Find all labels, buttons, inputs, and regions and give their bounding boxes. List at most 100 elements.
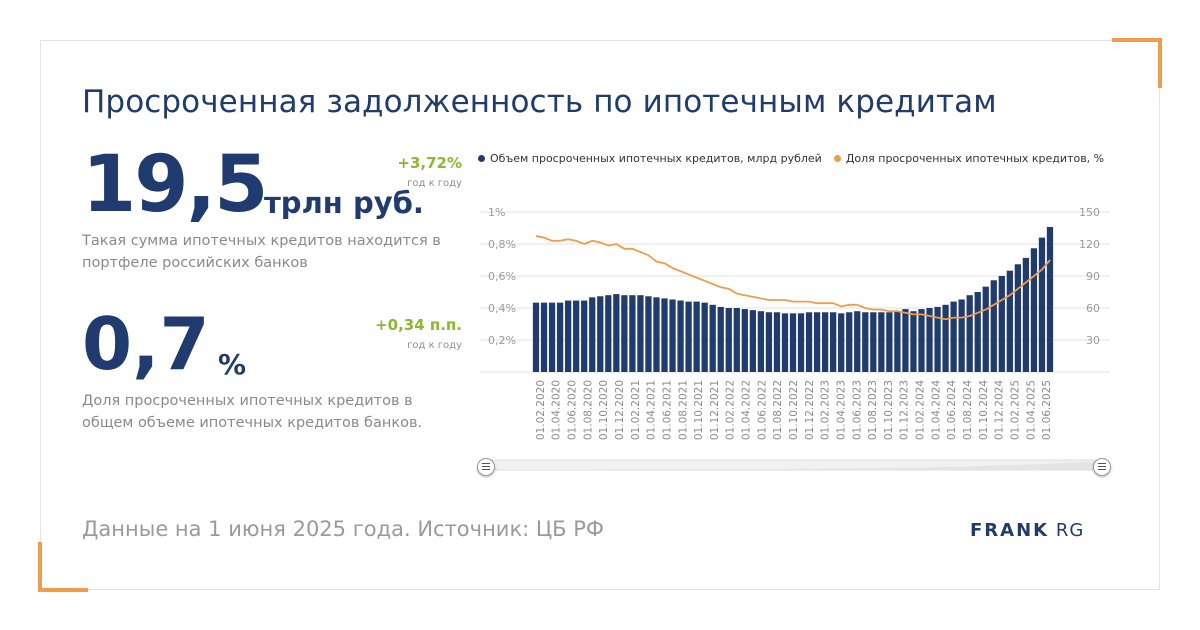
bar — [805, 312, 813, 372]
bar — [677, 300, 684, 372]
corner-accent-bottom-left — [38, 588, 88, 592]
bar — [629, 295, 636, 372]
bar — [669, 299, 676, 372]
y-left-tick-label: 0,8% — [488, 238, 516, 251]
stat-total-value: 19,5 — [82, 140, 268, 230]
drag-handle-icon[interactable] — [477, 458, 495, 476]
stat-share-description: Доля просроченных ипотечных кредитов в о… — [82, 393, 423, 431]
corner-accent-bottom-left — [38, 542, 42, 592]
bar — [1030, 248, 1038, 372]
x-tick-label: 01.06.2025 — [1041, 380, 1053, 440]
stat-total-delta: +3,72% — [397, 154, 462, 172]
x-tick-label: 01.06.2021 — [662, 380, 674, 440]
bar — [974, 292, 981, 372]
x-tick-label: 01.02.2025 — [1010, 380, 1022, 440]
bar — [701, 302, 708, 372]
bar — [813, 312, 821, 372]
bar — [878, 312, 885, 372]
bar — [733, 308, 740, 372]
bar — [998, 276, 1005, 372]
x-tick-label: 01.08.2023 — [867, 380, 879, 440]
bar — [886, 312, 893, 372]
x-tick-label: 01.08.2020 — [582, 380, 594, 440]
bar — [653, 297, 660, 372]
bar — [1038, 237, 1046, 372]
x-tick-label: 01.12.2022 — [804, 380, 816, 440]
stat-total-delta-note: год к году — [407, 178, 462, 189]
card-frame — [40, 40, 1160, 590]
legend-marker-share — [833, 155, 841, 162]
bar — [540, 302, 548, 372]
x-tick-label: 01.02.2024 — [915, 380, 927, 440]
bar — [797, 313, 805, 372]
y-left-tick-label: 0,2% — [488, 334, 516, 347]
x-tick-label: 01.02.2021 — [630, 380, 642, 440]
x-tick-label: 01.04.2025 — [1025, 380, 1037, 440]
bar — [958, 299, 965, 372]
y-right-tick-label: 150 — [1079, 206, 1100, 219]
x-tick-label: 01.04.2021 — [646, 380, 658, 440]
chart-area: 1% 150 0,8% 120 0,6% 90 0,4% 60 0,2% 30 01.02.2020… — [480, 206, 1110, 440]
bar — [556, 302, 564, 372]
bar — [693, 301, 700, 372]
bar — [573, 300, 580, 372]
bar — [661, 298, 668, 372]
page-title: Просроченная задолженность по ипотечным … — [82, 84, 997, 120]
stat-share-delta-note: год к году — [407, 340, 462, 351]
bar — [685, 301, 692, 372]
x-tick-label: 01.06.2020 — [567, 380, 579, 440]
legend-label-share: Доля просроченных ипотечных кредитов, % — [845, 152, 1105, 165]
bar — [821, 312, 829, 372]
range-navigator[interactable] — [484, 458, 1102, 472]
bar — [1014, 264, 1021, 372]
bar — [1022, 257, 1030, 372]
bar — [894, 311, 901, 372]
bar — [838, 313, 845, 372]
bar — [1006, 270, 1013, 372]
bar — [548, 302, 556, 372]
legend-label-volume: Объем просроченных ипотечных кредитов, м… — [490, 152, 822, 165]
bar — [717, 306, 724, 372]
y-right-tick-label: 90 — [1086, 270, 1100, 283]
x-tick-label: 01.12.2021 — [709, 380, 721, 440]
bar — [597, 296, 604, 372]
corner-accent-top-right — [1112, 38, 1162, 42]
bar — [990, 280, 997, 372]
stat-share-delta: +0,34 п.п. — [375, 316, 462, 334]
y-left-tick-label: 1% — [488, 206, 505, 219]
x-tick-label: 01.10.2020 — [598, 380, 610, 440]
logo-word-rg: RG — [1055, 520, 1085, 541]
x-tick-label: 01.10.2022 — [788, 380, 800, 440]
x-tick-label: 01.12.2023 — [899, 380, 911, 440]
bar — [1046, 226, 1054, 372]
bar — [982, 286, 989, 372]
x-tick-label: 01.08.2022 — [772, 380, 784, 440]
bar — [902, 309, 909, 372]
y-left-tick-label: 0,6% — [488, 270, 516, 283]
bar — [621, 295, 628, 372]
x-tick-label: 01.02.2020 — [535, 380, 547, 440]
y-left-tick-label: 0,4% — [488, 302, 516, 315]
x-tick-label: 01.04.2022 — [741, 380, 753, 440]
x-tick-label: 01.08.2021 — [677, 380, 689, 440]
y-right-tick-label: 120 — [1079, 238, 1100, 251]
bar — [926, 308, 933, 372]
x-tick-label: 01.04.2024 — [930, 380, 942, 440]
brand-logo[interactable]: FRANK RG — [970, 520, 1084, 541]
bar — [757, 311, 765, 372]
bar — [966, 295, 973, 372]
x-tick-label: 01.04.2020 — [551, 380, 563, 440]
x-tick-label: 01.10.2024 — [978, 380, 990, 440]
x-tick-label: 01.10.2023 — [883, 380, 895, 440]
legend-item-share[interactable]: Доля просроченных ипотечных кредитов, % — [833, 152, 1105, 165]
x-tick-label: 01.06.2024 — [946, 380, 958, 440]
bar — [765, 312, 773, 372]
logo-word-frank: FRANK — [970, 520, 1050, 541]
corner-accent-top-right — [1158, 38, 1162, 88]
drag-handle-icon[interactable] — [1093, 458, 1111, 476]
legend-marker-volume — [478, 155, 485, 162]
legend-item-volume[interactable]: Объем просроченных ипотечных кредитов, м… — [478, 152, 822, 165]
bar — [741, 309, 748, 372]
bar — [725, 308, 732, 372]
bar — [942, 304, 949, 372]
